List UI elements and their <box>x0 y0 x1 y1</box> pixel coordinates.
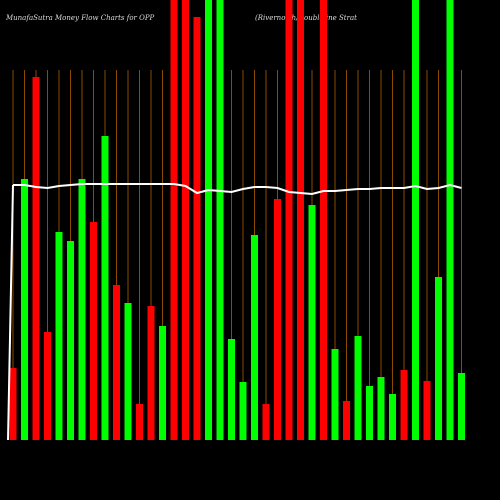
bar <box>389 394 396 440</box>
bar <box>251 235 258 440</box>
bar <box>412 0 419 440</box>
bar <box>32 77 40 440</box>
bar <box>308 205 316 440</box>
bar <box>458 373 465 440</box>
bar <box>136 404 143 440</box>
bar <box>274 199 281 440</box>
bar <box>297 0 304 440</box>
bar <box>320 0 327 440</box>
bar <box>423 381 431 440</box>
bar <box>446 0 454 440</box>
bar <box>216 0 224 440</box>
chart-title: MunafaSutra Money Flow Charts for OPP <box>5 14 155 22</box>
bar <box>262 404 270 440</box>
bar <box>113 285 120 440</box>
line-start <box>7 184 14 441</box>
bar <box>159 326 166 440</box>
bar <box>67 241 74 440</box>
bar <box>435 277 442 440</box>
bar <box>377 377 385 440</box>
bar <box>228 339 235 440</box>
bar <box>170 0 178 440</box>
bar <box>147 306 155 440</box>
bar <box>9 368 17 440</box>
bar <box>400 370 408 440</box>
bar <box>331 349 339 440</box>
bar <box>354 336 362 440</box>
bar <box>124 303 132 440</box>
chart-subtitle: (Rivernorth/Doubleline Strat <box>255 14 357 22</box>
bar <box>285 0 293 440</box>
bar <box>366 386 373 440</box>
bar <box>343 401 350 440</box>
bar <box>55 232 63 440</box>
price-line <box>13 183 462 196</box>
bar <box>205 0 212 440</box>
bar <box>193 17 201 440</box>
bar <box>21 179 28 440</box>
bar <box>44 332 51 440</box>
bar <box>182 0 189 440</box>
bar <box>90 222 97 440</box>
bar <box>78 179 86 440</box>
bar <box>101 136 109 440</box>
bar <box>239 382 247 440</box>
